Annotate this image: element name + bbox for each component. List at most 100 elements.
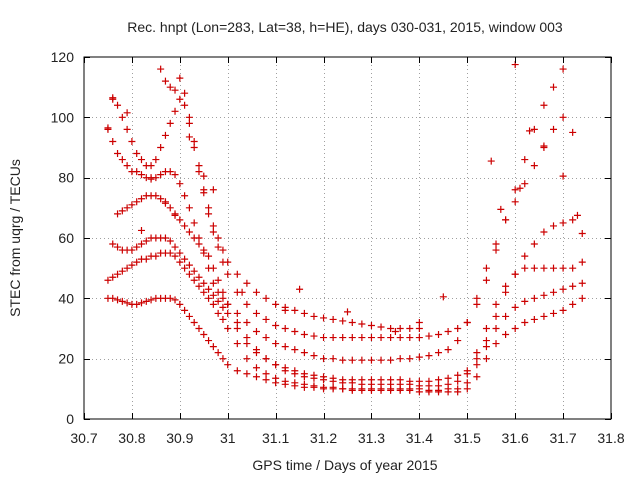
data-point [396,334,404,342]
data-point [114,150,122,158]
data-point [166,249,174,257]
data-point [444,374,452,382]
data-point [348,318,356,326]
data-point [243,355,251,363]
data-point [214,297,222,305]
data-point [487,157,495,165]
data-point [348,334,356,342]
data-point [339,356,347,364]
data-point [181,264,189,272]
x-tick-label: 31.8 [597,430,624,446]
x-tick-label: 30.8 [118,430,145,446]
data-point [502,331,510,339]
data-point [281,343,289,351]
data-point [425,377,433,385]
data-point [142,237,150,245]
data-point [310,332,318,340]
y-axis-label: STEC from uqrg / TECUs [7,159,23,317]
data-point [300,370,308,378]
data-point [339,317,347,325]
data-point [123,264,131,272]
data-point [190,219,198,227]
data-point [521,297,529,305]
data-point [358,334,366,342]
data-point [559,264,567,272]
data-point [185,312,193,320]
data-point [511,270,519,278]
y-tick-labels: 0 20 40 60 80 100 120 [51,49,75,427]
data-point [161,131,169,139]
data-point [214,349,222,357]
data-point [219,355,227,363]
data-point [195,168,203,176]
data-point [195,325,203,332]
data-point [291,306,299,314]
data-point [195,273,203,281]
data-point [530,162,538,170]
data-point [540,264,548,272]
data-point [454,371,462,379]
data-point [511,198,519,206]
data-point [205,285,213,293]
data-point [502,282,510,290]
data-point [219,303,227,311]
data-point [262,355,270,363]
data-point [502,288,510,296]
data-point [209,279,217,287]
data-point [209,343,217,351]
data-point [219,315,227,323]
data-point [406,325,414,332]
data-point [209,300,217,308]
data-point [181,89,189,97]
data-point [291,367,299,375]
data-point [104,276,112,284]
data-point [530,125,538,133]
series-outliers [104,61,586,336]
data-point [415,377,423,385]
x-tick-label: 31.1 [262,430,289,446]
data-point [185,204,193,212]
data-point [114,296,122,304]
data-point [526,127,534,135]
series-track-5 [104,113,577,364]
data-point [320,383,328,391]
data-point [176,95,184,103]
data-point [339,385,347,393]
data-point [396,325,404,332]
data-point [281,306,289,314]
data-point [569,282,577,290]
data-point [233,325,241,332]
data-point [176,258,184,266]
data-point [128,261,136,269]
data-point [176,300,184,308]
data-point [137,226,145,234]
data-point [540,312,548,320]
data-point [190,137,198,145]
data-point [516,184,524,192]
data-point [147,162,155,170]
data-point [205,337,213,345]
data-point [435,376,443,384]
chart-title: Rec. hnpt (Lon=283, Lat=38, h=HE), days … [127,19,563,35]
data-point [109,240,117,248]
data-point [559,219,567,227]
data-point [272,361,280,369]
data-point [262,315,270,323]
data-point [176,180,184,188]
x-tick-label: 31 [220,430,236,446]
data-point [104,124,112,132]
series-track-7 [157,65,423,332]
series-track-4 [114,192,577,385]
data-point [559,65,567,73]
data-point [435,349,443,357]
data-point [224,361,232,369]
data-point [530,240,538,248]
data-point [540,291,548,299]
data-point [109,94,117,102]
data-point [482,276,490,284]
x-tick-label: 30.7 [70,430,97,446]
data-point [137,195,145,203]
data-point [157,195,165,203]
data-point [152,192,160,200]
data-point [492,246,500,254]
